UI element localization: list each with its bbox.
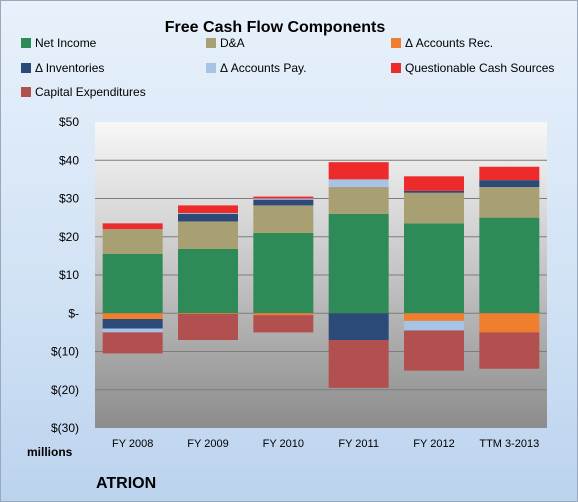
bar-segment-inventories bbox=[253, 199, 314, 206]
bars bbox=[102, 162, 540, 388]
bar-segment-net-income bbox=[178, 248, 238, 314]
x-tick-label: FY 2009 bbox=[187, 438, 228, 450]
bar-segment-capital-expenditures bbox=[102, 332, 163, 354]
bar-segment-questionable-cash-sources bbox=[102, 223, 163, 230]
x-tick-label: FY 2008 bbox=[112, 438, 153, 450]
legend-swatch bbox=[21, 63, 31, 73]
y-tick-label: $(30) bbox=[51, 421, 79, 435]
bar-stack-fy-2009 bbox=[178, 205, 238, 341]
y-tick-label: $(10) bbox=[51, 345, 79, 359]
bar-segment-accounts-rec bbox=[253, 313, 314, 316]
bar-segment-capital-expenditures bbox=[178, 314, 238, 341]
y-tick-label: $- bbox=[68, 306, 79, 320]
x-axis: FY 2008 FY 2009 FY 2010 FY 2011 FY 2012 TTM 3… bbox=[112, 438, 539, 450]
legend-item-accounts-pay: Δ Accounts Pay. bbox=[206, 61, 307, 75]
legend-label: Capital Expenditures bbox=[35, 85, 146, 99]
legend-item-net-income: Net Income bbox=[21, 36, 97, 50]
bar-segment-accounts-rec bbox=[178, 313, 238, 315]
bar-segment-d-a bbox=[253, 205, 314, 233]
legend-label: Net Income bbox=[35, 36, 97, 50]
bar-segment-accounts-rec bbox=[404, 313, 464, 321]
bar-segment-d-a bbox=[102, 229, 163, 254]
legend-swatch bbox=[391, 38, 401, 48]
legend-item-accounts-rec: Δ Accounts Rec. bbox=[391, 36, 493, 50]
bar-segment-d-a bbox=[178, 221, 238, 249]
bar-segment-net-income bbox=[328, 213, 389, 314]
bar-segment-questionable-cash-sources bbox=[479, 166, 540, 181]
bar-segment-net-income bbox=[253, 232, 314, 314]
bar-segment-inventories bbox=[328, 313, 389, 341]
bar-segment-d-a bbox=[328, 187, 389, 214]
bar-segment-inventories bbox=[404, 190, 464, 193]
y-tick-label: $50 bbox=[59, 115, 79, 129]
bar-segment-accounts-pay bbox=[178, 213, 238, 214]
bar-segment-capital-expenditures bbox=[253, 315, 314, 333]
bar-segment-inventories bbox=[479, 180, 540, 188]
bar-segment-inventories bbox=[102, 318, 163, 329]
bar-segment-questionable-cash-sources bbox=[253, 196, 314, 199]
y-tick-label: $20 bbox=[59, 230, 79, 244]
x-tick-label: FY 2010 bbox=[263, 438, 304, 450]
legend-item-capital-expenditures: Capital Expenditures bbox=[21, 85, 146, 99]
legend-swatch bbox=[206, 63, 216, 73]
legend-label: Questionable Cash Sources bbox=[405, 61, 554, 75]
bar-segment-questionable-cash-sources bbox=[328, 162, 389, 180]
chart-title: Free Cash Flow Components bbox=[165, 19, 386, 36]
bar-segment-net-income bbox=[404, 223, 464, 314]
bar-segment-capital-expenditures bbox=[479, 332, 540, 369]
bar-segment-inventories bbox=[178, 213, 238, 222]
bar-segment-d-a bbox=[479, 187, 540, 218]
bar-segment-accounts-pay bbox=[253, 198, 314, 200]
bar-segment-accounts-pay bbox=[102, 328, 163, 333]
bar-segment-net-income bbox=[479, 217, 540, 314]
bar-segment-accounts-rec bbox=[102, 313, 163, 319]
x-tick-label: FY 2011 bbox=[338, 438, 379, 450]
bar-segment-d-a bbox=[404, 192, 464, 224]
bar-stack-fy-2010 bbox=[253, 196, 314, 333]
x-tick-label: FY 2012 bbox=[413, 438, 454, 450]
bar-segment-accounts-pay bbox=[404, 320, 464, 331]
bar-segment-net-income bbox=[102, 253, 163, 314]
legend-label: Δ Accounts Pay. bbox=[220, 61, 307, 75]
y-axis-unit-label: millions bbox=[27, 445, 73, 459]
legend-label: D&A bbox=[220, 36, 245, 50]
legend-item-questionable-cash-sources: Questionable Cash Sources bbox=[391, 61, 554, 75]
y-tick-label: $30 bbox=[59, 192, 79, 206]
bar-segment-questionable-cash-sources bbox=[178, 205, 238, 214]
legend-swatch bbox=[21, 38, 31, 48]
bar-segment-capital-expenditures bbox=[404, 330, 464, 371]
company-name: ATRION bbox=[96, 475, 156, 492]
bar-segment-questionable-cash-sources bbox=[404, 176, 464, 191]
x-tick-label: TTM 3-2013 bbox=[479, 438, 539, 450]
legend-item-inventories: Δ Inventories bbox=[21, 61, 104, 75]
y-tick-label: $(20) bbox=[51, 383, 79, 397]
bar-stack-ttm-3-2013 bbox=[479, 166, 540, 369]
legend-label: Δ Accounts Rec. bbox=[405, 36, 493, 50]
bar-segment-accounts-pay bbox=[328, 179, 389, 188]
gridlines bbox=[95, 159, 547, 391]
bar-stack-fy-2011 bbox=[328, 162, 389, 388]
legend: Net Income D&A Δ Accounts Rec. Δ Inventorie… bbox=[21, 36, 554, 99]
legend-swatch bbox=[206, 38, 216, 48]
legend-label: Δ Inventories bbox=[35, 61, 104, 75]
y-tick-label: $10 bbox=[59, 268, 79, 282]
y-tick-label: $40 bbox=[59, 153, 79, 167]
y-axis: $50 $40 $30 $20 $10 $- $(10) $(20) $(30) bbox=[51, 115, 79, 435]
bar-segment-accounts-rec bbox=[479, 313, 540, 333]
bar-stack-fy-2008 bbox=[102, 223, 163, 354]
legend-swatch bbox=[391, 63, 401, 73]
legend-swatch bbox=[21, 87, 31, 97]
legend-item-d-a: D&A bbox=[206, 36, 245, 50]
bar-segment-capital-expenditures bbox=[328, 340, 389, 388]
bar-stack-fy-2012 bbox=[404, 176, 464, 371]
